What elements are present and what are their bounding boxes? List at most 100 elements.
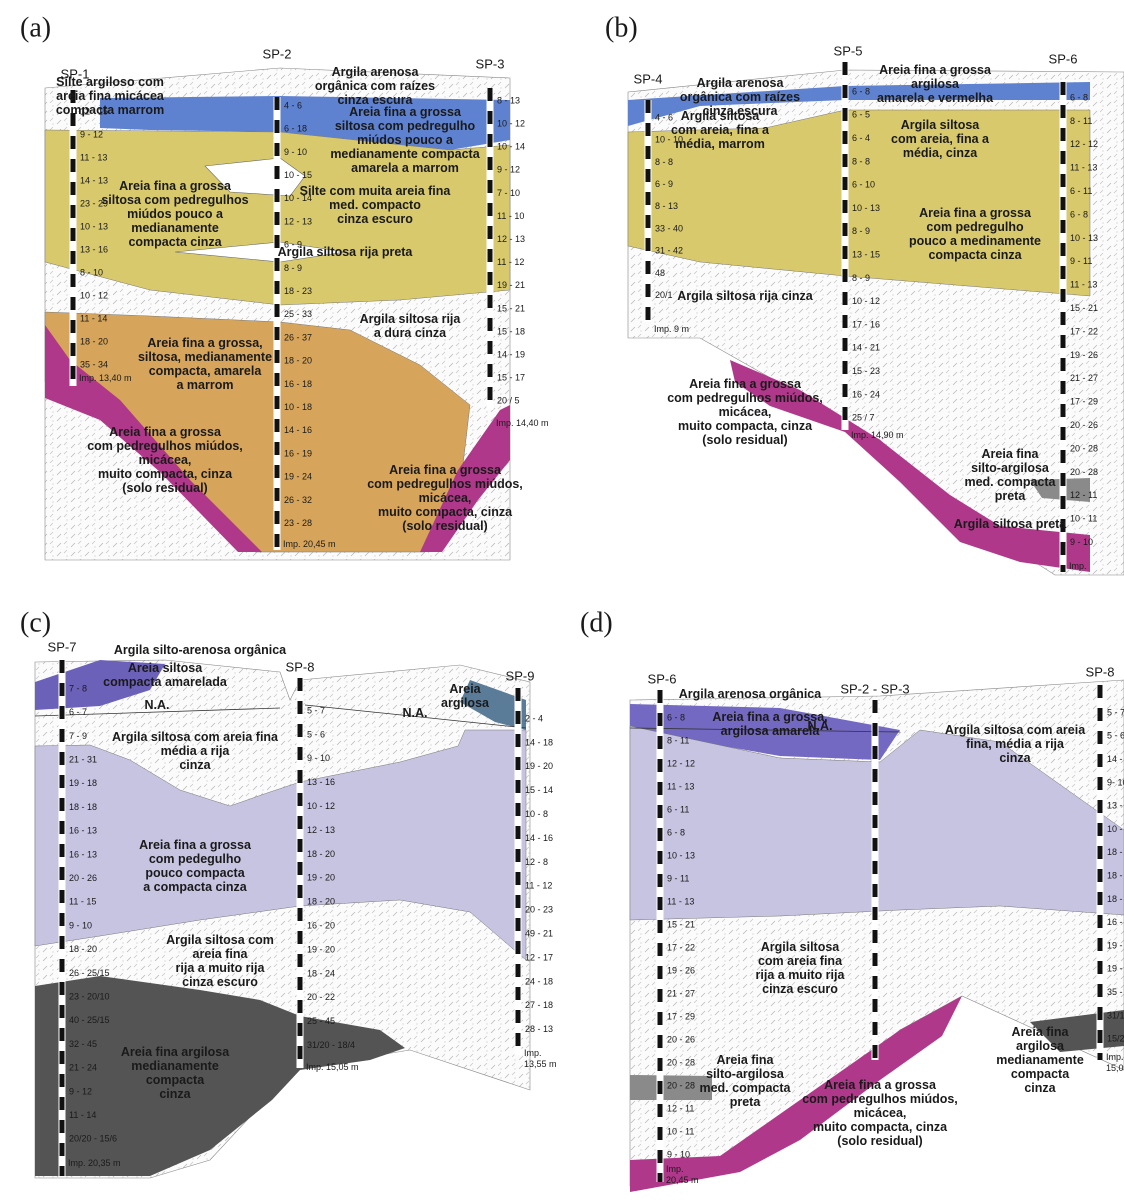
text-line: cinza xyxy=(1024,1081,1056,1095)
text-line: medianamente compacta xyxy=(330,147,480,161)
layer-label: Argila arenosa orgânica xyxy=(679,687,822,701)
spt-value: 6 - 4 xyxy=(852,133,870,143)
borehole-name: SP-2 - SP-3 xyxy=(840,681,909,696)
text-line: silto-argilosa xyxy=(706,1067,785,1081)
text-line: Areia fina a grossa xyxy=(824,1078,937,1092)
spt-value: 10 - 13 xyxy=(667,850,695,860)
spt-value: 13 - 16 xyxy=(80,244,108,254)
borehole-name: SP-8 xyxy=(286,659,315,674)
text-line: silto-argilosa xyxy=(971,461,1050,475)
layer-label: Argila silto-arenosa orgânica xyxy=(114,643,287,657)
spt-value: 20 - 23 xyxy=(525,905,553,915)
spt-value: 6 - 5 xyxy=(852,110,870,120)
text-line: com areia fina xyxy=(758,954,843,968)
spt-value: 17 - 29 xyxy=(1070,397,1098,407)
spt-value: 9- 10 xyxy=(1107,777,1124,787)
spt-value: 10 - 13 xyxy=(1070,233,1098,243)
spt-value: 48 xyxy=(655,268,665,278)
spt-value: 8 - 8 xyxy=(655,157,673,167)
spt-value: 40 - 25/15 xyxy=(69,1015,110,1025)
spt-value: 26 - 32 xyxy=(284,495,312,505)
text-line: Imp. 20,45 m xyxy=(283,539,336,549)
spt-value: 12 - 17 xyxy=(525,952,553,962)
layer-label: Argila siltosacom areia finarija a muito… xyxy=(756,940,846,996)
layer-label: Argila siltosa preta xyxy=(954,517,1068,531)
spt-value: 18 - 24 xyxy=(307,968,335,978)
spt-value: 23 - 20/10 xyxy=(69,991,110,1001)
spt-value: 5 - 7 xyxy=(307,705,325,715)
text-line: Argila arenosa xyxy=(697,76,785,90)
text-line: argilosa xyxy=(441,696,490,710)
text-line: compacta, amarela xyxy=(149,364,263,378)
spt-value: 10 - 18 xyxy=(284,402,312,412)
spt-value: 20 / 5 xyxy=(497,396,520,406)
spt-value: 25 - 33 xyxy=(284,309,312,319)
text-line: Argila siltosa rija xyxy=(360,312,462,326)
spt-value: 19 - 21 xyxy=(497,280,525,290)
layer-label: Argila siltosa comareia finarija a muito… xyxy=(166,933,274,989)
spt-value: 9 - 10 xyxy=(69,920,92,930)
text-line: Areia fina a grossa, xyxy=(147,336,262,350)
borehole-depth: Imp.15,05 xyxy=(1106,1052,1124,1073)
text-line: Imp. 14,40 m xyxy=(496,418,549,428)
spt-value: 15 - 21 xyxy=(497,303,525,313)
text-line: (solo residual) xyxy=(402,519,487,533)
spt-value: 19 - 26 xyxy=(667,965,695,975)
spt-value: 6 - 11 xyxy=(1070,186,1092,196)
text-line: Imp. 14,90 m xyxy=(851,430,904,440)
text-line: argilosa xyxy=(1016,1039,1065,1053)
borehole-depth: Imp. 20,35 m xyxy=(68,1158,121,1168)
spt-value: 27 - 18 xyxy=(525,1000,553,1010)
text-line: amarela a marrom xyxy=(351,161,459,175)
spt-value: 6 - 9 xyxy=(655,179,673,189)
borehole-name: SP-5 xyxy=(834,43,863,58)
spt-value: 5 - 6 xyxy=(307,729,325,739)
text-line: Argila siltosa com xyxy=(166,933,274,947)
spt-value: 20 - 28 xyxy=(1070,467,1098,477)
text-line: medianamente xyxy=(131,1059,219,1073)
borehole-name: SP-8 xyxy=(1086,664,1115,679)
spt-value: 11 - 12 xyxy=(497,257,524,267)
spt-value: 11 - 15 xyxy=(69,897,96,907)
spt-value: 8 - 9 xyxy=(852,226,870,236)
text-line: compacta amarelada xyxy=(103,675,228,689)
text-line: orgânica com raízes xyxy=(315,79,435,93)
text-line: preta xyxy=(995,489,1027,503)
text-line: N.A. xyxy=(145,698,170,712)
layer-label: Argila siltosacom areia, fina amédia, ma… xyxy=(671,109,770,151)
text-line: rija a muito rija xyxy=(756,968,846,982)
text-line: Argila siltosa xyxy=(761,940,841,954)
spt-value: 20 - 26 xyxy=(667,1034,695,1044)
text-line: argilosa xyxy=(911,77,960,91)
borehole-name: SP-6 xyxy=(648,671,677,686)
text-line: Argila siltosa xyxy=(901,118,981,132)
spt-value: 12 - 11 xyxy=(1070,490,1097,500)
layer-label: N.A. xyxy=(403,706,428,720)
spt-value: 11 - 14 xyxy=(69,1110,96,1120)
text-line: muito compacta, cinza xyxy=(378,505,513,519)
borehole-depth: Imp. xyxy=(1069,561,1087,571)
spt-value: 9 - 10 xyxy=(284,147,307,157)
spt-value: 20 - 26 xyxy=(1070,420,1098,430)
text-line: Argila arenosa orgânica xyxy=(679,687,822,701)
spt-value: 15 - 14 xyxy=(525,785,553,795)
spt-value: 6 - 7 xyxy=(69,707,87,717)
spt-value: 6 - 11 xyxy=(667,804,689,814)
spt-value: 13 - 16 xyxy=(307,777,335,787)
spt-value: 31/20 - 18/4 xyxy=(307,1040,355,1050)
borehole-depth: Imp. 20,45 m xyxy=(283,539,336,549)
text-line: Areia fina argilosa xyxy=(121,1045,230,1059)
spt-value: 19 - 20 xyxy=(307,944,335,954)
text-line: 20,45 m xyxy=(666,1175,699,1185)
spt-value: 20 - 28 xyxy=(667,1080,695,1090)
spt-value: 18 - 20 xyxy=(307,897,335,907)
spt-value: 18 - xyxy=(1107,847,1123,857)
spt-value: 18 - 2 xyxy=(1107,894,1124,904)
panel-label: (d) xyxy=(580,607,613,638)
text-line: Areia fina a grossa xyxy=(349,105,462,119)
spt-value: 21 - 31 xyxy=(69,754,97,764)
spt-value: 6 - 8 xyxy=(1070,92,1088,102)
text-line: cinza xyxy=(179,758,211,772)
spt-value: 21 - 27 xyxy=(1070,373,1098,383)
